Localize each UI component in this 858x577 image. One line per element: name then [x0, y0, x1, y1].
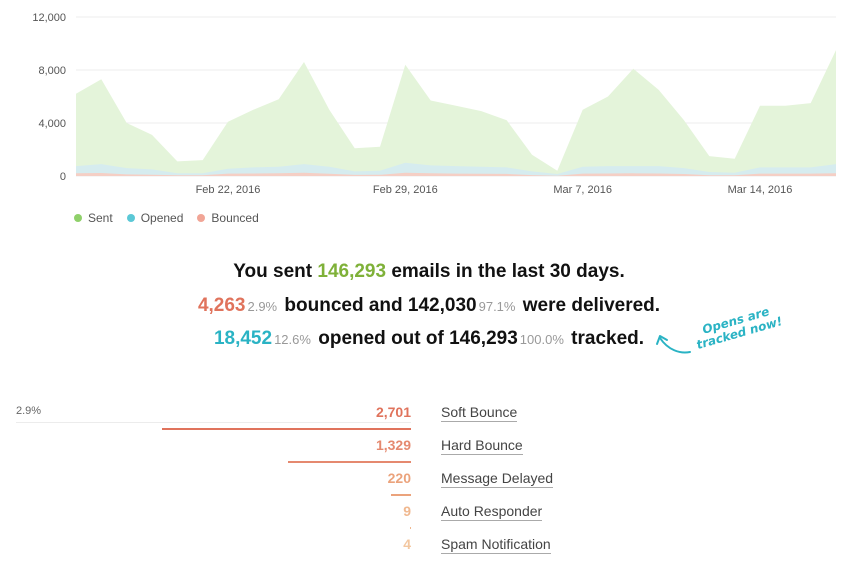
y-tick-label: 8,000	[38, 65, 66, 77]
tracked-percent: 100.0%	[519, 332, 564, 347]
summary-text: tracked.	[571, 328, 645, 349]
chart-areas	[76, 50, 836, 176]
chart: 0 4,000 8,000 12,000 Feb 22, 2016 Feb 29, 20…	[32, 12, 836, 196]
summary-text: opened out of	[318, 328, 444, 349]
delivered-count: 142,030	[407, 295, 477, 316]
bounced-count: 4,263	[197, 295, 246, 316]
bounce-row: 4 Spam Notification	[0, 536, 858, 562]
legend-item-opened[interactable]: Opened	[126, 211, 184, 225]
bounce-type-link[interactable]: Spam Notification	[441, 536, 551, 554]
summary-line-opens: 18,452 12.6% opened out of 146,293 100.0% …	[0, 328, 858, 350]
opened-percent: 12.6%	[274, 332, 311, 347]
bounce-type-link[interactable]: Hard Bounce	[441, 437, 523, 455]
legend-dot-icon	[74, 214, 82, 222]
bounce-count: 220	[387, 470, 411, 486]
summary-text: were delivered.	[522, 295, 661, 316]
bounce-row: 1,329 Hard Bounce	[0, 437, 858, 463]
delivered-percent: 97.1%	[478, 299, 516, 314]
y-tick-label: 4,000	[38, 118, 66, 130]
bounce-count: 4	[403, 536, 411, 552]
legend-dot-icon	[197, 214, 206, 222]
summary-line-sent: You sent 146,293 emails in the last 30 d…	[0, 261, 858, 283]
bounce-count: 1,329	[375, 437, 411, 453]
bounce-row: 9 Auto Responder	[0, 503, 858, 529]
x-axis: Feb 22, 2016 Feb 29, 2016 Mar 7, 2016 Mar 1…	[196, 184, 793, 196]
bounce-bar	[391, 494, 411, 496]
arrow-icon	[656, 335, 691, 354]
bounce-bar	[162, 428, 411, 430]
bounce-count: 9	[403, 503, 411, 519]
summary-text: emails in the last 30 days.	[391, 261, 625, 282]
summary-line-delivery: 4,263 2.9% bounced and 142,030 97.1% were …	[0, 295, 858, 317]
y-axis: 0 4,000 8,000 12,000	[32, 12, 66, 183]
x-tick-label: Feb 29, 2016	[373, 184, 438, 196]
area-opened	[76, 162, 836, 176]
tracked-count: 146,293	[449, 328, 518, 349]
summary-text: You sent	[233, 261, 313, 282]
x-tick-label: Feb 22, 2016	[196, 184, 261, 196]
y-tick-label: 0	[60, 171, 66, 183]
bounce-type-link[interactable]: Message Delayed	[441, 470, 554, 488]
bounce-bar	[410, 527, 411, 529]
area-bounced	[76, 172, 836, 176]
area-sent	[76, 50, 836, 176]
bounce-bar	[288, 461, 411, 463]
x-tick-label: Mar 7, 2016	[553, 184, 612, 196]
bounce-total-percent: 2.9%	[16, 405, 42, 417]
bounce-track-line	[16, 422, 411, 423]
sent-count: 146,293	[317, 261, 387, 282]
y-tick-label: 12,000	[32, 12, 66, 24]
legend-dot-icon	[126, 214, 135, 222]
opened-count: 18,452	[213, 328, 273, 349]
x-tick-label: Mar 14, 2016	[728, 184, 793, 196]
legend-label-bounced: Bounced	[211, 211, 259, 225]
bounce-row: 220 Message Delayed	[0, 470, 858, 496]
legend-label-sent: Sent	[88, 211, 113, 225]
legend-item-bounced[interactable]: Bounced	[197, 211, 259, 225]
legend-label-opened: Opened	[140, 211, 184, 225]
legend-item-sent[interactable]: Sent	[74, 211, 113, 225]
bounce-type-link[interactable]: Soft Bounce	[441, 404, 518, 422]
summary-text: bounced and	[284, 295, 403, 316]
chart-legend: Sent Opened Bounced	[74, 211, 259, 225]
bounced-percent: 2.9%	[247, 299, 278, 314]
bounce-row: 2,701 Soft Bounce	[0, 404, 858, 430]
bounce-type-link[interactable]: Auto Responder	[441, 503, 543, 521]
bounce-count: 2,701	[375, 404, 411, 420]
